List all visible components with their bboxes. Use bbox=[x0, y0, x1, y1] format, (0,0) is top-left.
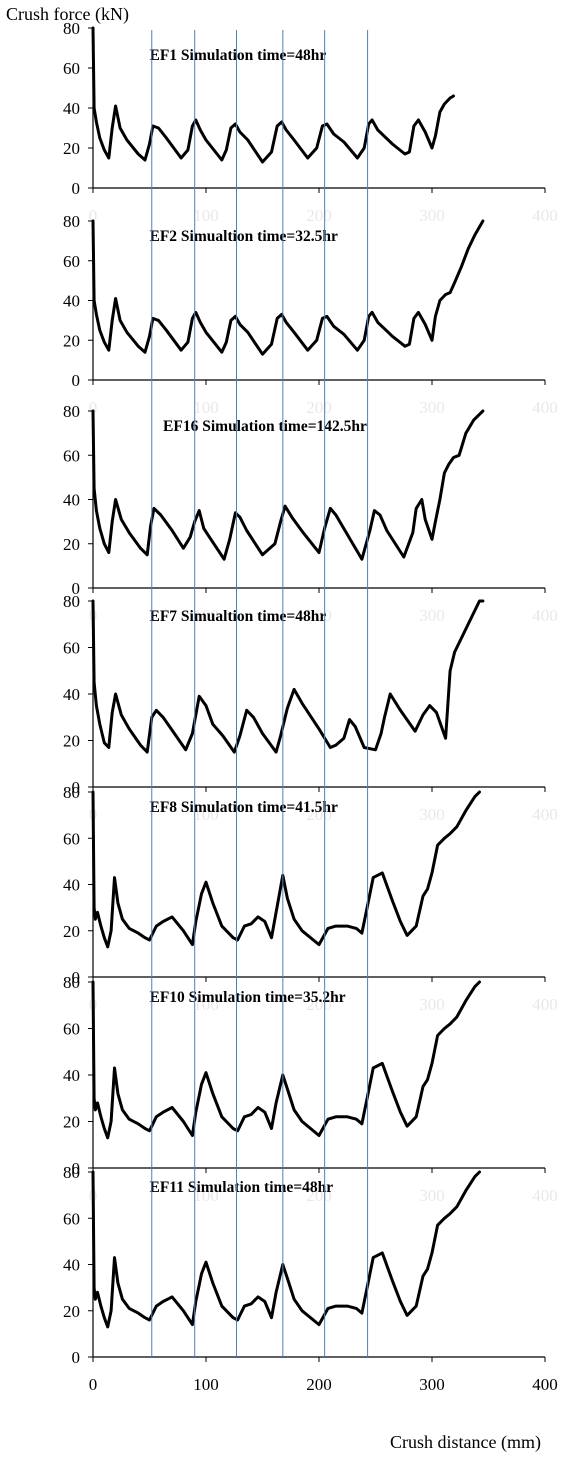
y-tick-label: 20 bbox=[63, 331, 80, 350]
y-tick-label: 80 bbox=[63, 402, 80, 421]
panel-title: EF11 Simulation time=48hr bbox=[150, 1179, 334, 1196]
panel-title: EF10 Simulation time=35.2hr bbox=[150, 989, 346, 1006]
x-axis-label: Crush distance (mm) bbox=[390, 1432, 541, 1452]
crush-force-curve bbox=[91, 790, 481, 949]
y-tick-label: 20 bbox=[63, 922, 80, 941]
y-tick-label: 0 bbox=[72, 1159, 81, 1178]
x-tick-label: 300 bbox=[419, 398, 445, 417]
y-tick-label: 40 bbox=[63, 876, 80, 895]
y-tick-label: 60 bbox=[63, 1209, 80, 1228]
y-axis-label: Crush force (kN) bbox=[6, 4, 129, 24]
y-tick-label: 60 bbox=[63, 1020, 80, 1039]
panel-2: 0 20 40 60 80 0 100 200 300 400 EF2 Simualtion tim… bbox=[63, 212, 558, 417]
panel-title: EF16 Simulation time=142.5hr bbox=[163, 418, 367, 435]
crush-force-curve bbox=[91, 219, 485, 356]
x-tick-label: 100 bbox=[193, 206, 219, 225]
panel-4: 0204060800100200300400EF7 Simualtion tim… bbox=[63, 592, 558, 824]
y-tick-label: 80 bbox=[63, 973, 80, 992]
y-tick-label: 0 bbox=[72, 371, 81, 390]
crush-force-curve bbox=[91, 599, 485, 754]
x-tick-label: 400 bbox=[532, 206, 558, 225]
y-tick-label: 40 bbox=[63, 292, 80, 311]
x-tick-label: 300 bbox=[419, 995, 445, 1014]
y-tick-label: 0 bbox=[72, 778, 81, 797]
panel-title: EF1 Simulation time=48hr bbox=[150, 47, 327, 64]
y-tick-label: 0 bbox=[72, 1348, 81, 1367]
x-tick-label: 200 bbox=[306, 606, 332, 625]
x-tick-label: 300 bbox=[419, 206, 445, 225]
x-tick-label: 400 bbox=[532, 805, 558, 824]
reference-lines bbox=[151, 30, 369, 1357]
y-tick-label: 40 bbox=[63, 1066, 80, 1085]
x-tick-label: 400 bbox=[532, 398, 558, 417]
panel-title: EF2 Simualtion time=32.5hr bbox=[150, 228, 338, 245]
y-tick-label: 40 bbox=[63, 685, 80, 704]
x-tick-label: 200 bbox=[306, 805, 332, 824]
x-tick-label: 200 bbox=[306, 206, 332, 225]
crush-force-curve bbox=[91, 980, 481, 1140]
x-tick-label: 300 bbox=[419, 805, 445, 824]
crush-force-curve bbox=[91, 409, 485, 561]
y-tick-label: 20 bbox=[63, 1113, 80, 1132]
y-tick-label: 20 bbox=[63, 139, 80, 158]
x-tick-label: 400 bbox=[532, 1186, 558, 1205]
x-tick-label: 100 bbox=[193, 995, 219, 1014]
x-tick-label: 0 bbox=[89, 398, 98, 417]
y-tick-label: 20 bbox=[63, 1302, 80, 1321]
y-tick-label: 80 bbox=[63, 783, 80, 802]
x-tick-label: 300 bbox=[419, 606, 445, 625]
y-tick-label: 60 bbox=[63, 829, 80, 848]
x-tick-label: 100 bbox=[193, 606, 219, 625]
y-tick-label: 40 bbox=[63, 99, 80, 118]
x-tick-label: 100 bbox=[193, 805, 219, 824]
y-tick-label: 40 bbox=[63, 1256, 80, 1275]
x-tick-label: 200 bbox=[306, 1375, 332, 1394]
x-tick-label: 0 bbox=[89, 206, 98, 225]
y-tick-label: 40 bbox=[63, 491, 80, 510]
x-tick-label: 400 bbox=[532, 995, 558, 1014]
crush-force-curve bbox=[91, 1170, 481, 1329]
panel-6: 0204060800100200300400EF10 Simulation ti… bbox=[63, 973, 558, 1205]
y-tick-label: 80 bbox=[63, 19, 80, 38]
y-tick-label: 80 bbox=[63, 592, 80, 611]
panel-7: 0 20 40 60 80 0 100 200 300 400 EF11 Simulation ti… bbox=[63, 1163, 558, 1394]
x-tick-label: 100 bbox=[193, 1375, 219, 1394]
x-tick-label: 200 bbox=[306, 995, 332, 1014]
x-tick-label: 400 bbox=[532, 1375, 558, 1394]
panel-5: 0204060800100200300400EF8 Simulation tim… bbox=[63, 783, 558, 1014]
y-tick-label: 20 bbox=[63, 732, 80, 751]
y-tick-label: 0 bbox=[72, 179, 81, 198]
x-tick-label: 300 bbox=[419, 1186, 445, 1205]
x-tick-label: 200 bbox=[306, 398, 332, 417]
x-tick-label: 300 bbox=[419, 1375, 445, 1394]
x-tick-label: 200 bbox=[306, 1186, 332, 1205]
y-tick-label: 80 bbox=[63, 212, 80, 231]
panel-3: 0204060800100200300400EF16 Simulation ti… bbox=[63, 402, 558, 625]
crush-force-curve bbox=[91, 26, 455, 164]
x-tick-label: 100 bbox=[193, 1186, 219, 1205]
y-tick-label: 60 bbox=[63, 59, 80, 78]
panel-title: EF8 Simulation time=41.5hr bbox=[150, 799, 338, 816]
y-tick-label: 60 bbox=[63, 446, 80, 465]
y-tick-label: 0 bbox=[72, 968, 81, 987]
panel-1: 0 20 40 60 80 0 100 200 300 400 EF1 Simulation tim… bbox=[63, 19, 558, 225]
x-tick-label: 400 bbox=[532, 606, 558, 625]
y-tick-label: 60 bbox=[63, 252, 80, 271]
panel-title: EF7 Simualtion time=48hr bbox=[150, 608, 327, 625]
x-tick-label: 0 bbox=[89, 1375, 98, 1394]
x-tick-label: 100 bbox=[193, 398, 219, 417]
y-tick-label: 0 bbox=[72, 579, 81, 598]
y-tick-label: 80 bbox=[63, 1163, 80, 1182]
y-tick-label: 20 bbox=[63, 535, 80, 554]
y-tick-label: 60 bbox=[63, 639, 80, 658]
